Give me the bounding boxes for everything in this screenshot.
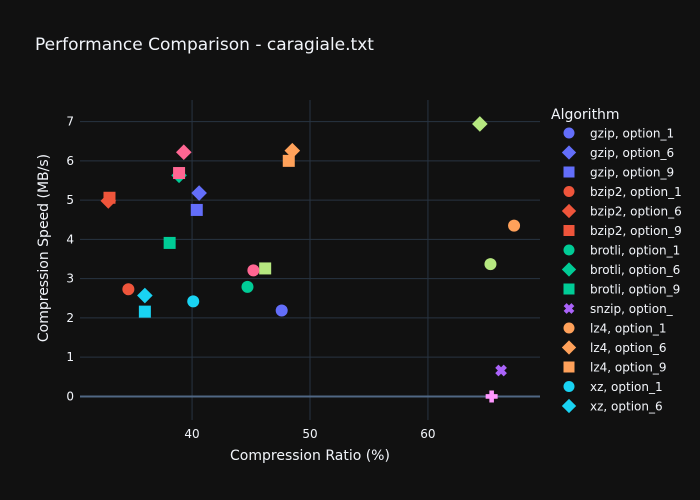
legend-label: brotli, option_1 (590, 244, 680, 258)
y-tick-label: 1 (66, 350, 74, 364)
legend-marker (561, 398, 577, 414)
legend-marker (563, 361, 575, 373)
legend-label: brotli, option_6 (590, 263, 680, 277)
data-point (247, 264, 260, 277)
legend-item[interactable]: lz4, option_6 (561, 340, 667, 355)
legend-label: brotli, option_9 (590, 283, 680, 297)
y-tick-labels: 0 1 2 3 4 5 6 7 (66, 115, 74, 404)
y-tick-label: 0 (66, 389, 74, 403)
data-point (191, 185, 207, 201)
legend-label: xz, option_6 (590, 400, 663, 414)
y-axis-label: Compression Speed (MB/s) (36, 154, 52, 342)
legend-label: lz4, option_9 (590, 361, 666, 375)
x-tick-label: 60 (420, 427, 435, 441)
legend-item[interactable]: lz4, option_9 (563, 361, 667, 375)
data-point (284, 142, 301, 159)
legend-label: bzip2, option_9 (590, 224, 682, 238)
data-point (472, 116, 488, 132)
legend-marker (563, 186, 575, 197)
legend-label: xz, option_9 (590, 419, 663, 433)
data-point (138, 305, 151, 318)
legend-item[interactable]: brotli, option_1 (563, 244, 681, 258)
legend-item[interactable]: brotli, option_9 (563, 283, 681, 297)
data-point (122, 283, 135, 296)
data-point (485, 390, 498, 403)
legend-marker (563, 244, 575, 256)
data-point (241, 280, 254, 293)
legend-item[interactable]: brotli, option_6 (561, 262, 680, 277)
legend-label: xz, option_1 (590, 380, 663, 394)
data-point (259, 262, 272, 275)
data-point (187, 295, 200, 308)
y-tick-label: 5 (66, 193, 74, 207)
legend: Algorithm gzip, option_1 gzip, option_6gz… (551, 107, 682, 433)
legend-item[interactable]: snzip, option_ (563, 302, 674, 316)
legend-item[interactable]: gzip, option_1 (563, 127, 675, 141)
legend-item[interactable]: bzip2, option_6 (561, 203, 682, 219)
legend-item[interactable]: gzip, option_6 (561, 145, 674, 160)
y-tick-label: 6 (66, 154, 74, 168)
legend-item[interactable]: xz, option_9 (564, 419, 663, 433)
data-point (484, 258, 497, 271)
data-point (275, 304, 288, 317)
legend-title: Algorithm (551, 107, 620, 123)
x-tick-label: 40 (184, 427, 199, 441)
x-axis-label: Compression Ratio (%) (230, 448, 390, 464)
legend-marker (563, 225, 575, 236)
data-point (190, 203, 203, 216)
data-point (163, 236, 176, 249)
legend-marker (563, 166, 575, 178)
data-point (282, 154, 295, 167)
legend-marker (563, 303, 575, 314)
legend-marker (561, 262, 577, 277)
legend-marker (563, 283, 575, 295)
legend-marker (561, 145, 577, 160)
legend-label: gzip, option_9 (590, 166, 674, 180)
data-point (137, 287, 153, 304)
legend-label: lz4, option_1 (590, 322, 666, 336)
legend-marker (561, 340, 577, 355)
legend-item[interactable]: bzip2, option_9 (563, 224, 682, 238)
legend-item[interactable]: bzip2, option_1 (563, 185, 682, 199)
data-point (103, 191, 116, 204)
y-tick-label: 4 (66, 232, 74, 246)
legend-marker (563, 322, 575, 334)
y-tick-label: 7 (66, 115, 74, 129)
legend-item[interactable]: xz, option_6 (561, 398, 663, 414)
legend-label: lz4, option_6 (590, 341, 666, 355)
data-points (100, 116, 521, 403)
legend-item[interactable]: xz, option_1 (563, 380, 663, 394)
legend-label: snzip, option_ (590, 302, 674, 316)
y-tick-label: 2 (66, 311, 74, 325)
chart-title: Performance Comparison - caragiale.txt (35, 35, 374, 55)
legend-marker (563, 381, 575, 392)
legend-label: gzip, option_1 (590, 127, 674, 141)
data-point (495, 364, 507, 377)
legend-item[interactable]: lz4, option_1 (563, 322, 667, 336)
x-tick-labels: 40 50 60 (184, 427, 435, 441)
legend-marker (563, 127, 575, 139)
legend-marker (561, 203, 577, 219)
legend-label: gzip, option_6 (590, 146, 674, 160)
legend-label: bzip2, option_1 (590, 185, 682, 199)
x-tick-label: 50 (302, 427, 317, 441)
y-tick-label: 3 (66, 272, 74, 286)
legend-label: bzip2, option_6 (590, 205, 682, 219)
data-point (173, 167, 186, 180)
legend-item[interactable]: gzip, option_9 (563, 166, 675, 180)
data-point (508, 219, 521, 232)
legend-marker (564, 420, 575, 431)
data-point (175, 144, 192, 161)
grid-lines (80, 100, 540, 420)
